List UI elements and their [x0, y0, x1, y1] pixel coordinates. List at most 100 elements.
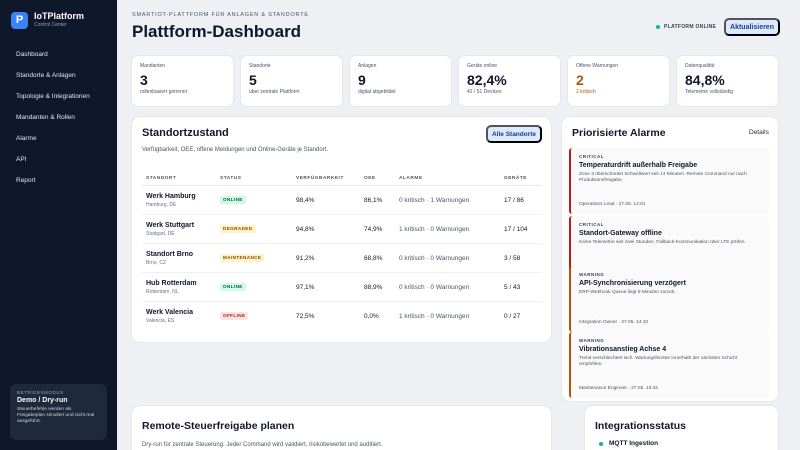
integration-item[interactable]: MQTT Ingestion	[599, 440, 658, 447]
kpi-label: Geräte online	[467, 63, 498, 69]
sidebar-nav: Dashboard Standorte & Anlagen Topologie …	[0, 44, 117, 191]
alarm-title: API-Synchronisierung verzögert	[579, 280, 686, 287]
app-subtitle: Control Center	[34, 22, 67, 28]
oee-value: 0,0%	[364, 313, 379, 320]
sidebar-item-api[interactable]: API	[16, 156, 27, 163]
availability-value: 97,1%	[296, 284, 315, 291]
sidebar-item-topologie[interactable]: Topologie & Integrationen	[16, 93, 90, 100]
integration-name: MQTT Ingestion	[609, 440, 659, 447]
status-badge: ONLINE	[220, 196, 246, 204]
location-name: Hub Rotterdam	[146, 280, 197, 287]
alarm-meta: Operations Lead · 27.05. 14:01	[579, 202, 646, 207]
mode-kicker: BETRIEBSMODUS	[17, 390, 64, 395]
kpi-value: 3	[140, 72, 148, 88]
location-city: Brno, CZ	[146, 260, 167, 266]
oee-value: 68,8%	[364, 255, 383, 262]
alarm-meta: Maintenance Engineer · 27.05. 13:42	[579, 386, 658, 391]
status-badge: MAINTENANCE	[220, 254, 265, 262]
device-count: 5 / 43	[504, 284, 521, 291]
operating-mode-card: BETRIEBSMODUS Demo / Dry-run Steuerbefeh…	[10, 384, 107, 440]
alarm-body: Keine Telemetrie seit zwei Stunden. Fall…	[579, 240, 746, 245]
oee-value: 74,9%	[364, 226, 383, 233]
alarm-title: Temperaturdrift außerhalb Freigabe	[579, 162, 698, 169]
table-row[interactable]: Werk Valencia Valencia, ES OFFLINE 72,5%…	[132, 302, 551, 331]
device-count: 3 / 58	[504, 255, 521, 262]
oee-value: 88,9%	[364, 284, 383, 291]
brand[interactable]: P IoTPlatform Control Center	[0, 0, 117, 29]
row-divider	[142, 243, 542, 244]
kpi-label: Standorte	[249, 63, 271, 69]
table-header-divider	[142, 185, 542, 186]
availability-value: 94,8%	[296, 226, 315, 233]
alarms-details-link[interactable]: Details	[749, 129, 769, 136]
alarm-card[interactable]: WARNING Vibrationsanstieg Achse 4 Trend …	[569, 332, 769, 398]
kpi-sub: 2 kritisch	[576, 89, 596, 95]
alarm-summary: 0 kritisch · 0 Warnungen	[399, 255, 470, 262]
sidebar-item-report[interactable]: Report	[16, 177, 36, 184]
alarm-severity: CRITICAL	[579, 222, 604, 227]
mode-title: Demo / Dry-run	[17, 397, 68, 404]
kpi-label: Offene Warnungen	[576, 63, 618, 69]
column-header-verfuegbarkeit: VERFÜGBARKEIT	[296, 176, 344, 181]
platform-status: PLATFORM ONLINE	[656, 24, 716, 30]
page-title: Plattform-Dashboard	[132, 22, 302, 41]
kpi-value: 2	[576, 72, 584, 88]
location-city: Valencia, ES	[146, 318, 175, 324]
alarm-summary: 1 kritisch · 0 Warnungen	[399, 226, 470, 233]
alarm-title: Vibrationsanstieg Achse 4	[579, 346, 667, 353]
row-divider	[142, 272, 542, 273]
kpi-card-geraete-online: Geräte online 82,4% 42 / 51 Devices	[459, 56, 560, 106]
kpi-label: Datenqualität	[685, 63, 715, 69]
sidebar: P IoTPlatform Control Center Dashboard S…	[0, 0, 117, 450]
sidebar-item-alarme[interactable]: Alarme	[16, 135, 37, 142]
table-row[interactable]: Werk Stuttgart Stuttgart, DE DEGRADED 94…	[132, 215, 551, 244]
kpi-label: Mandanten	[140, 63, 166, 69]
alarm-meta: Integration Owner · 27.05. 14:10	[579, 320, 649, 325]
device-count: 17 / 86	[504, 197, 524, 204]
status-dot-icon	[656, 25, 660, 29]
location-city: Hamburg, DE	[146, 202, 177, 208]
sidebar-item-dashboard[interactable]: Dashboard	[16, 51, 48, 58]
prioritized-alarms-panel: Priorisierte Alarme Details CRITICAL Tem…	[562, 117, 778, 401]
integration-panel-title: Integrationsstatus	[595, 420, 687, 432]
sidebar-item-mandanten[interactable]: Mandanten & Rollen	[16, 114, 75, 121]
alarm-severity: CRITICAL	[579, 154, 604, 159]
kpi-label: Anlagen	[358, 63, 377, 69]
kpi-sub: Telemetrie vollständig	[685, 89, 734, 95]
remote-control-panel: Remote-Steuerfreigabe planen Dry-run für…	[132, 406, 551, 450]
app-name: IoTPlatform	[34, 11, 85, 21]
status-badge: DEGRADED	[220, 225, 256, 233]
remote-panel-title: Remote-Steuerfreigabe planen	[142, 420, 295, 432]
sidebar-item-standorte[interactable]: Standorte & Anlagen	[16, 72, 76, 79]
alarm-title: Standort-Gateway offline	[579, 230, 662, 237]
alarm-card[interactable]: CRITICAL Temperaturdrift außerhalb Freig…	[569, 148, 769, 214]
kpi-card-datenqualitaet: Datenqualität 84,8% Telemetrie vollständ…	[677, 56, 778, 106]
table-row[interactable]: Standort Brno Brno, CZ MAINTENANCE 91,2%…	[132, 244, 551, 273]
column-header-status: STATUS	[220, 176, 242, 181]
location-name: Standort Brno	[146, 251, 194, 258]
alarm-card[interactable]: WARNING API-Synchronisierung verzögert E…	[569, 266, 769, 332]
all-locations-button[interactable]: Alle Standorte	[486, 125, 542, 143]
alarm-body: ERP-Webhook Queue liegt 9 Minuten zurück…	[579, 290, 676, 295]
location-name: Werk Stuttgart	[146, 222, 195, 229]
table-row[interactable]: Werk Hamburg Hamburg, DE ONLINE 98,4% 86…	[132, 186, 551, 215]
alarm-severity: WARNING	[579, 338, 605, 343]
remote-panel-description: Dry-run für zentrale Steuerung. Jeder Co…	[142, 442, 383, 448]
oee-value: 86,1%	[364, 197, 383, 204]
column-header-oee: OEE	[364, 176, 376, 181]
refresh-button[interactable]: Aktualisieren	[724, 18, 780, 36]
alarms-panel-title: Priorisierte Alarme	[572, 127, 666, 139]
kpi-card-offene-warnungen: Offene Warnungen 2 2 kritisch	[568, 56, 669, 106]
kpi-sub: digital abgebildet	[358, 89, 396, 95]
table-row[interactable]: Hub Rotterdam Rotterdam, NL ONLINE 97,1%…	[132, 273, 551, 302]
kpi-value: 5	[249, 72, 257, 88]
availability-value: 91,2%	[296, 255, 315, 262]
kpi-sub: über zentrale Plattform	[249, 89, 300, 95]
row-divider	[142, 301, 542, 302]
alarm-summary: 1 kritisch · 0 Warnungen	[399, 313, 470, 320]
column-header-alarme: ALARME	[399, 176, 423, 181]
kpi-card-mandanten: Mandanten 3 rollenbasiert getrennt	[132, 56, 233, 106]
location-name: Werk Hamburg	[146, 193, 196, 200]
location-name: Werk Valencia	[146, 309, 193, 316]
column-header-geraete: GERÄTE	[504, 176, 527, 181]
